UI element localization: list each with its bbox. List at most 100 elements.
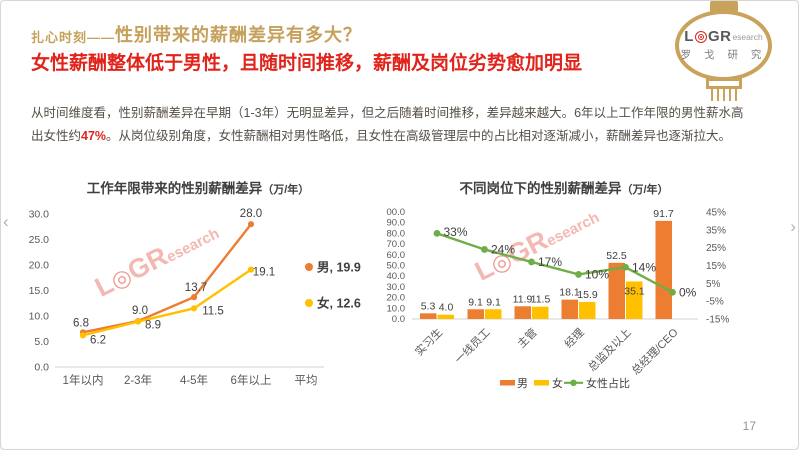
logo-wordmark: L GR esearch [679,28,768,45]
lantern-cap [710,1,738,12]
svg-text:30.0: 30.0 [387,282,406,293]
chart-title: 不同岗位下的性别薪酬差异（万/年） [459,180,668,196]
svg-text:10.0: 10.0 [29,311,50,323]
svg-text:25%: 25% [706,243,726,254]
page-title: 性别带来的薪酬差异有多大？ [115,25,363,45]
svg-text:4-5年: 4-5年 [180,373,208,387]
chart-legend: 男 女 女性占比 [500,376,630,390]
svg-text:91.7: 91.7 [653,208,674,220]
svg-text:15.0: 15.0 [29,285,50,297]
svg-text:1年以内: 1年以内 [63,373,104,387]
svg-text:0.0: 0.0 [34,362,49,374]
svg-text:13.7: 13.7 [185,282,207,294]
chart-title: 工作年限带来的性别薪酬差异（万/年） [87,180,310,196]
svg-text:24%: 24% [491,242,515,256]
svg-text:4.0: 4.0 [439,302,454,314]
svg-text:平均: 平均 [295,374,318,387]
logo-lantern: L GR esearch 罗 戈 研 究 [672,1,776,111]
svg-text:实习生: 实习生 [412,325,445,358]
svg-text:10.0: 10.0 [387,303,406,314]
summary-paragraph: 从时间维度看，性别薪酬差异在早期（1-3年）无明显差异，但之后随着时间推移，差异… [31,102,745,148]
svg-text:6年以上: 6年以上 [231,373,272,387]
svg-text:0.0: 0.0 [392,314,405,325]
svg-text:0%: 0% [679,285,697,299]
svg-text:18.1: 18.1 [559,287,580,299]
svg-text:60.0: 60.0 [387,250,406,261]
legend-label: 男, 19.9 [317,261,361,275]
svg-text:19.1: 19.1 [253,267,275,279]
title-row: 扎心时刻—— 性别带来的薪酬差异有多大？ [31,21,362,47]
svg-text:9.1: 9.1 [468,296,483,308]
logo-research-text: esearch [732,31,763,42]
svg-text:女性占比: 女性占比 [586,376,630,390]
svg-text:35.1: 35.1 [624,285,645,297]
position-pay-gap-chart: 不同岗位下的性别薪酬差异（万/年）L◎GResearch100.090.080.… [386,180,729,390]
svg-text:主管: 主管 [514,325,539,350]
svg-text:9.0: 9.0 [132,305,148,317]
svg-text:5.3: 5.3 [421,300,436,312]
svg-text:15%: 15% [706,261,726,272]
bar-series-男: 5.3 9.1 11.9 18.1 52.5 91.7 [420,208,674,319]
svg-text:5%: 5% [706,279,721,290]
legend-marker [305,263,313,271]
lantern-tassels [711,89,737,101]
svg-text:28.0: 28.0 [240,208,262,220]
svg-text:30.0: 30.0 [29,209,50,221]
summary-text-pre: 从时间维度看，性别薪酬差异在早期（1-3年）无明显差异，但之后随着时间推移，差异… [31,105,744,143]
logo-chinese-name: 罗 戈 研 究 [680,49,767,61]
series-女: 6.2 8.9 11.5 19.1 [79,266,275,346]
svg-text:11.5: 11.5 [531,294,551,306]
summary-text-post: 。从岗位级别角度，女性薪酬相对男性略低，且女性在高级管理层中的占比相对逐渐减小，… [106,128,732,143]
page-number: 17 [742,419,756,433]
svg-text:45%: 45% [706,208,726,219]
bar-series-女: 4.0 9.1 11.5 15.9 35.1 [437,281,645,319]
target-icon [694,30,707,43]
svg-text:100.0: 100.0 [386,207,405,218]
svg-text:70.0: 70.0 [387,239,406,250]
svg-text:男: 男 [517,378,528,390]
svg-text:总监及以上: 总监及以上 [585,325,634,374]
logo-letter-l: L [684,28,694,45]
svg-text:40.0: 40.0 [387,271,406,282]
svg-text:2-3年: 2-3年 [124,373,152,387]
svg-text:经理: 经理 [562,326,587,351]
svg-text:女: 女 [552,376,563,390]
svg-text:一线员工: 一线员工 [452,325,493,366]
svg-text:14%: 14% [632,260,656,274]
svg-text:20.0: 20.0 [29,260,50,272]
svg-text:11.9: 11.9 [513,293,533,305]
svg-text:50.0: 50.0 [387,261,406,272]
svg-text:-15%: -15% [706,315,729,326]
legend-marker [305,299,313,307]
headline: 女性薪酬整体低于男性，且随时间推移，薪酬及岗位劣势愈加明显 [31,53,583,74]
svg-text:52.5: 52.5 [606,250,627,262]
svg-text:9.1: 9.1 [486,296,501,308]
svg-text:8.9: 8.9 [145,320,161,332]
legend-label: 女, 12.6 [317,296,361,311]
svg-text:-5%: -5% [706,297,724,308]
svg-text:15.9: 15.9 [577,289,598,301]
svg-text:6.8: 6.8 [73,317,89,329]
svg-text:17%: 17% [538,255,562,269]
summary-highlight-value: 47% [81,128,107,143]
svg-text:90.0: 90.0 [387,218,406,229]
svg-text:20.0: 20.0 [387,293,406,304]
seniority-pay-gap-chart: 工作年限带来的性别薪酬差异（万/年）L◎GResearch30.025.020.… [29,180,361,387]
series-男: 6.8 9.0 13.7 28.0 [73,208,262,336]
logo-letters-gr: GR [707,28,732,45]
svg-text:80.0: 80.0 [387,228,406,239]
chevron-left-icon[interactable]: ‹ [3,212,9,231]
svg-text:6.2: 6.2 [90,334,106,346]
lantern-body: L GR esearch 罗 戈 研 究 [675,10,772,81]
line-series-女性占比: 33% 24% 17% 10% 14% 0% [433,225,697,299]
svg-text:总经理/CEO: 总经理/CEO [628,325,681,378]
svg-text:5.0: 5.0 [34,336,49,348]
svg-text:25.0: 25.0 [29,234,50,246]
svg-text:35%: 35% [706,225,726,236]
chevron-right-icon[interactable]: › [790,217,796,236]
kicker-label: 扎心时刻—— [31,30,116,45]
svg-text:11.5: 11.5 [202,305,224,317]
svg-text:10%: 10% [585,267,609,281]
lantern-skirt [706,78,742,89]
